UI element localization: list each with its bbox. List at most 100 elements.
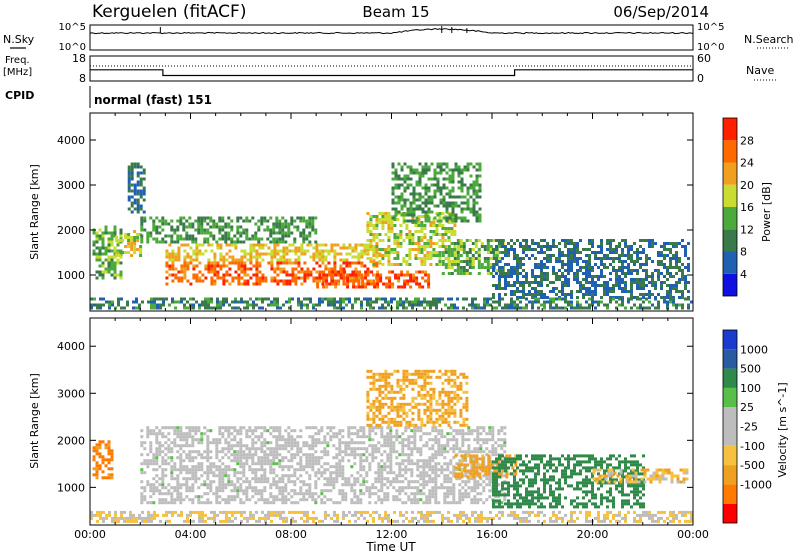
scatter-cell [415,270,419,274]
scatter-cell [417,224,421,227]
scatter-cell [170,237,174,241]
scatter-cell [369,230,373,233]
scatter-cell [534,266,537,269]
scatter-cell [446,444,450,448]
scatter-cell [681,290,684,293]
scatter-cell [453,269,457,272]
noise-tick-bottom-left: 10^0 [59,42,86,53]
scatter-cell [326,468,330,472]
scatter-cell [528,290,531,293]
scatter-cell [218,477,222,481]
scatter-cell [642,287,645,290]
scatter-cell [612,266,615,269]
scatter-cell [600,263,603,266]
scatter-cell [543,251,546,254]
scatter-cell [293,468,297,472]
scatter-cell [395,435,399,439]
scatter-cell [651,275,654,278]
scatter-cell [434,465,438,469]
scatter-cell [113,255,117,259]
scatter-cell [210,276,214,280]
scatter-cell [428,432,432,436]
scatter-cell [239,429,243,433]
scatter-cell [645,260,648,263]
scatter-cell [251,462,255,466]
power-colorbar-tick: 20 [740,179,754,192]
scatter-cell [293,492,297,496]
scatter-cell [299,498,303,502]
scatter-cell [474,242,478,245]
nave-tick-top: 60 [697,52,711,65]
scatter-cell [552,269,555,272]
scatter-cell [400,165,404,169]
scatter-cell [438,260,442,263]
scatter-cell [389,435,393,439]
scatter-cell [242,465,246,469]
scatter-cell [338,441,342,445]
scatter-cell [422,459,426,463]
scatter-cell [242,426,246,430]
scatter-cell [248,447,252,451]
scatter-cell [475,219,479,223]
scatter-cell [149,486,153,490]
scatter-cell [252,300,255,304]
scatter-cell [486,257,490,260]
scatter-cell [287,231,291,235]
scatter-cell [93,303,96,307]
scatter-cell [296,468,300,472]
scatter-cell [531,272,534,275]
scatter-cell [158,429,162,433]
scatter-cell [266,228,270,232]
scatter-cell [463,219,467,223]
scatter-cell [440,435,444,439]
scatter-cell [440,468,444,472]
scatter-cell [540,251,543,254]
scatter-cell [95,443,99,447]
scatter-cell [651,281,654,284]
scatter-cell [675,287,678,290]
scatter-cell [467,447,471,451]
scatter-cell [92,467,96,471]
scatter-cell [273,255,277,259]
scatter-cell [418,180,422,184]
scatter-cell [654,306,657,310]
scatter-cell [230,432,234,436]
scatter-cell [239,216,243,220]
scatter-cell [660,260,663,263]
scatter-cell [347,483,351,487]
scatter-cell [395,462,399,466]
scatter-cell [404,426,408,430]
scatter-cell [185,465,189,469]
scatter-cell [479,468,483,472]
scatter-cell [471,263,475,266]
scatter-cell [278,480,282,484]
scatter-cell [406,270,410,274]
scatter-cell [335,477,339,481]
scatter-cell [167,456,171,460]
scatter-cell [393,236,397,239]
scatter-cell [549,290,552,293]
scatter-cell [314,432,318,436]
scatter-cell [467,429,471,433]
scatter-cell [364,273,368,277]
scatter-cell [570,263,573,266]
scatter-cell [303,276,307,280]
scatter-cell [393,233,397,236]
scatter-cell [478,219,482,223]
scatter-cell [478,162,482,166]
scatter-cell [227,447,231,451]
scatter-cell [101,252,105,256]
scatter-cell [414,254,418,257]
scatter-cell [290,222,294,226]
scatter-cell [495,254,499,257]
scatter-cell [440,465,444,469]
scatter-cell [227,216,231,220]
scatter-cell [350,426,354,430]
scatter-cell [645,306,648,310]
scatter-cell [507,306,510,310]
scatter-cell [236,471,240,475]
scatter-cell [504,263,507,266]
scatter-cell [320,501,324,505]
scatter-cell [285,252,289,256]
scatter-cell [453,257,457,260]
